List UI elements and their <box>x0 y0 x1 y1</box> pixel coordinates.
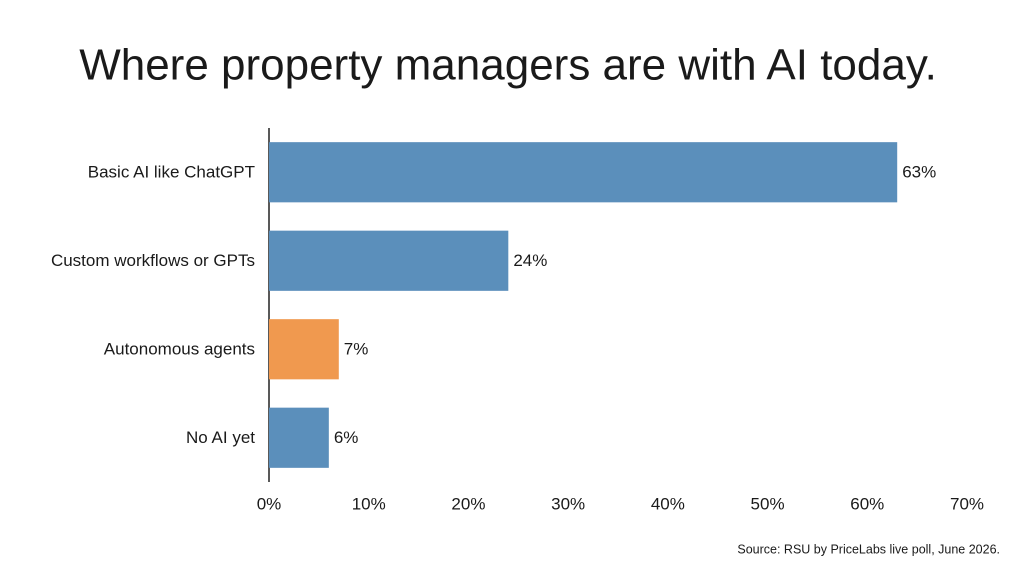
x-tick-label: 70% <box>950 494 984 513</box>
y-tick-label: Autonomous agents <box>104 340 255 359</box>
bar <box>269 230 509 291</box>
value-label: 24% <box>513 251 547 270</box>
x-tick-label: 10% <box>352 494 386 513</box>
bar <box>269 407 329 468</box>
x-tick-label: 30% <box>551 494 585 513</box>
chart-title: Where property managers are with AI toda… <box>79 41 937 90</box>
y-tick-label: Custom workflows or GPTs <box>51 251 255 270</box>
value-label: 7% <box>344 340 369 359</box>
x-tick-label: 20% <box>451 494 485 513</box>
x-tick-label: 60% <box>850 494 884 513</box>
y-tick-label: No AI yet <box>186 428 255 447</box>
x-tick-label: 0% <box>257 494 282 513</box>
value-label: 63% <box>902 163 936 182</box>
y-tick-label: Basic AI like ChatGPT <box>88 163 255 182</box>
source-note: Source: RSU by PriceLabs live poll, June… <box>737 542 1000 556</box>
value-label: 6% <box>334 428 359 447</box>
bar <box>269 319 339 380</box>
bar <box>269 142 898 203</box>
x-tick-label: 40% <box>651 494 685 513</box>
x-tick-label: 50% <box>751 494 785 513</box>
